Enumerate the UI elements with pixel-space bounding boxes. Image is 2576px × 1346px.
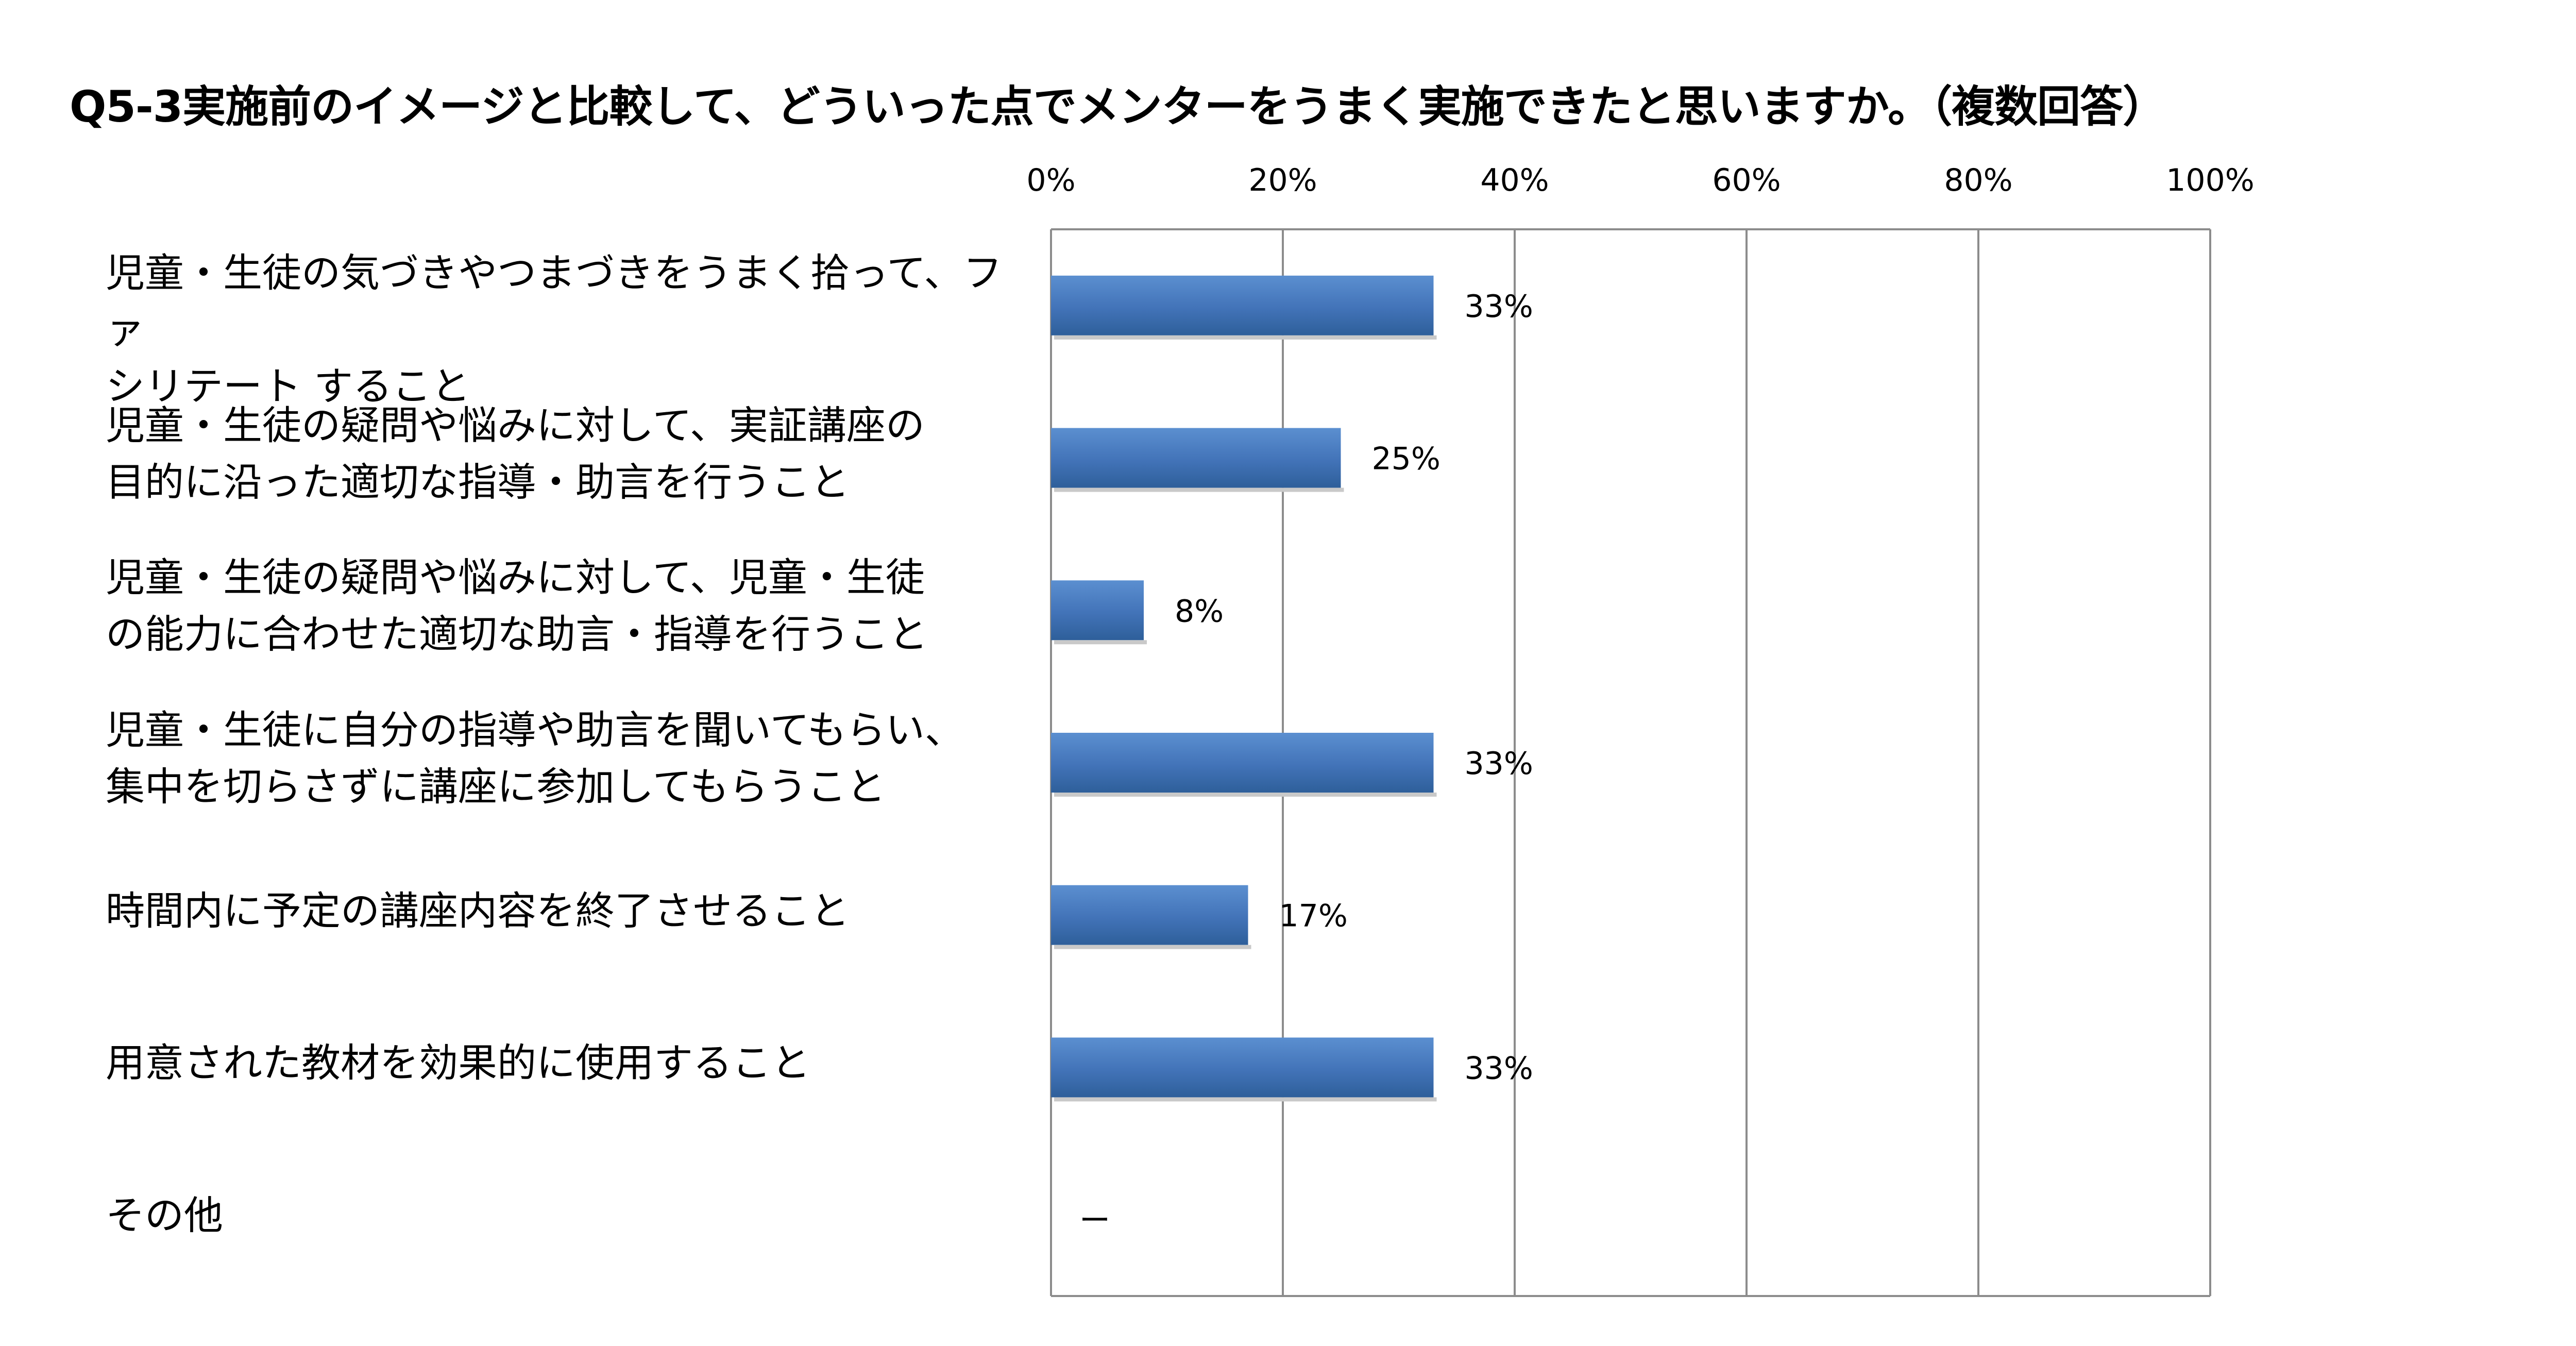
bar (1051, 580, 1144, 641)
category-label: 児童・生徒に自分の指導や助言を聞いてもらい、 集中を切らさずに講座に参加してもら… (106, 707, 964, 810)
bar-shadow (1054, 793, 1437, 797)
value-labels: 33% 25% 8% 33% 17% 33% ー (1079, 289, 1533, 1239)
value-label: 33% (1465, 1050, 1533, 1086)
value-label: 33% (1465, 289, 1533, 325)
bar (1051, 885, 1248, 945)
gridlines (1050, 228, 2211, 1297)
x-tick-label: 100% (2166, 162, 2255, 198)
x-tick-label: 60% (1712, 162, 1781, 198)
category-label: 時間内に予定の講座内容を終了させること (106, 887, 850, 934)
x-tick-label: 0% (1026, 162, 1075, 198)
bar (1051, 428, 1341, 488)
x-tick-label: 40% (1480, 162, 1549, 198)
bars (1051, 275, 1437, 1102)
x-axis-ticks: 0% 20% 40% 60% 80% 100% (1026, 162, 2254, 198)
bar (1051, 1037, 1434, 1098)
chart-title: Q5-3実施前のイメージと比較して、どういった点でメンターをうまく実施できたと思… (70, 81, 2166, 132)
value-label: 25% (1372, 441, 1440, 477)
category-label: 児童・生徒の気づきやつまづきをうまく拾って、ファ シリテート すること (106, 249, 1003, 409)
value-label: ー (1079, 1203, 1110, 1239)
x-tick-label: 20% (1248, 162, 1317, 198)
category-label: 用意された教材を効果的に使用すること (106, 1040, 810, 1086)
category-label: 児童・生徒の疑問や悩みに対して、児童・生徒 の能力に合わせた適切な助言・指導を行… (106, 554, 928, 658)
bar-shadow (1054, 487, 1344, 492)
bar-shadow (1054, 1097, 1437, 1102)
category-label: その他 (106, 1192, 223, 1239)
bar (1051, 275, 1434, 335)
value-label: 33% (1465, 746, 1533, 782)
value-label: 17% (1279, 898, 1348, 934)
bar-shadow (1054, 640, 1147, 645)
bar (1051, 733, 1434, 793)
value-label: 8% (1175, 593, 1224, 629)
bar-shadow (1054, 335, 1437, 340)
category-label: 児童・生徒の疑問や悩みに対して、実証講座の 目的に沿った適切な指導・助言を行うこ… (106, 402, 925, 505)
x-tick-label: 80% (1944, 162, 2012, 198)
bar-shadow (1054, 945, 1251, 949)
